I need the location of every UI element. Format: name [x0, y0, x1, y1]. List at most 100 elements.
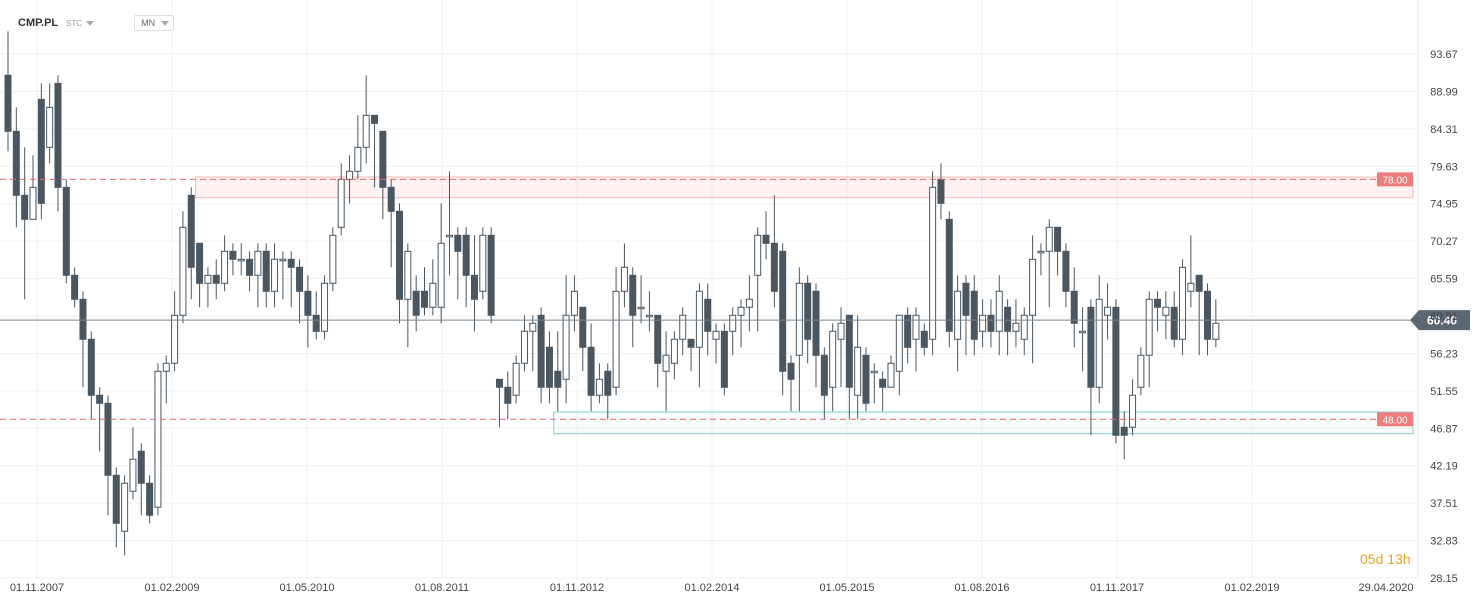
x-tick-label: 01.11.2017	[1090, 582, 1144, 594]
candle-bull	[562, 314, 570, 380]
candle-bear	[112, 474, 120, 524]
timeframe-label: MN	[141, 18, 156, 28]
candle-bull	[695, 290, 703, 348]
timeframe-selector[interactable]: MN	[134, 15, 175, 31]
y-tick-label: 70.27	[1430, 236, 1458, 248]
candle-bear	[12, 130, 20, 196]
current-price-label: 60.40	[1427, 314, 1457, 328]
y-tick-label: 93.67	[1430, 49, 1458, 61]
candle-bull	[929, 186, 937, 340]
candle-bear	[470, 274, 478, 300]
y-tick-label: 56.23	[1430, 348, 1458, 360]
candle-bear	[462, 234, 470, 276]
countdown-days: 05	[1360, 551, 1376, 567]
source-selector[interactable]: STC	[66, 19, 95, 28]
y-tick-label: 79.63	[1430, 161, 1458, 173]
level-tag	[1377, 412, 1413, 427]
candle-bear	[945, 218, 953, 332]
candle-bear	[387, 186, 395, 212]
candle-bull	[895, 314, 903, 372]
candle-bull	[1179, 266, 1187, 340]
candle-bear	[1204, 290, 1212, 340]
level-tag-label: 48.00	[1382, 415, 1407, 426]
candle-bear	[1054, 226, 1062, 252]
candle-bear	[1062, 250, 1070, 292]
level-tag-label: 78.00	[1382, 175, 1407, 186]
candle-bear	[904, 314, 912, 348]
candle-bull	[1145, 298, 1153, 356]
candle-bull	[254, 250, 262, 276]
candle-bull	[670, 338, 678, 364]
countdown-hours-unit: h	[1402, 551, 1411, 567]
candle-bear	[804, 282, 812, 340]
candle-bull	[1045, 226, 1053, 252]
candle-bear	[371, 114, 379, 124]
candle-bear	[396, 210, 404, 300]
candle-bull	[346, 170, 354, 180]
candle-bear	[246, 258, 254, 276]
candle-bear	[845, 314, 853, 388]
y-tick-label: 88.99	[1430, 86, 1458, 98]
candle-bull	[162, 362, 170, 372]
candle-bull	[404, 250, 412, 300]
candle-bull	[979, 314, 987, 332]
candle-bear	[779, 250, 787, 372]
candle-bull	[887, 362, 895, 388]
candle-bull	[29, 186, 37, 220]
y-tick-label: 28.15	[1430, 573, 1458, 585]
candle-bull	[1029, 258, 1037, 316]
candle-bull	[1079, 330, 1087, 334]
candle-bull	[321, 282, 329, 332]
candle-bear	[104, 402, 112, 476]
candle-bear	[879, 378, 887, 388]
candle-bear	[296, 266, 304, 292]
candle-bear	[654, 314, 662, 364]
x-tick-label: 01.02.2014	[684, 582, 739, 594]
candle-bull	[512, 362, 520, 396]
candle-bull	[237, 258, 245, 262]
candle-bull	[1129, 394, 1137, 428]
candle-bear	[1195, 274, 1203, 292]
candle-bull	[204, 274, 212, 284]
candle-bull	[612, 290, 620, 388]
candle-bear	[96, 394, 104, 404]
candle-bull	[171, 314, 179, 364]
candle-bear	[262, 250, 270, 292]
candle-bull	[662, 354, 670, 372]
candle-bear	[962, 282, 970, 316]
candle-bear	[629, 274, 637, 316]
candle-bull	[679, 314, 687, 340]
candle-bear	[545, 346, 553, 388]
candle-bear	[79, 298, 87, 340]
candle-bear	[421, 290, 428, 308]
x-tick-label: 01.11.2012	[550, 582, 604, 594]
y-tick-label: 51.55	[1430, 386, 1458, 398]
x-tick-label: 29.04.2020	[1358, 582, 1413, 594]
candle-bear	[187, 194, 195, 268]
candle-bull	[121, 482, 129, 532]
x-tick-label: 01.08.2011	[415, 582, 469, 594]
candle-bear	[146, 482, 154, 516]
candle-bull	[279, 258, 287, 262]
candle-bull	[337, 178, 345, 228]
candle-bull	[745, 298, 753, 308]
candle-bull	[1162, 306, 1170, 316]
candle-bear	[862, 354, 870, 404]
candle-bear	[137, 450, 145, 484]
candles	[4, 31, 1220, 556]
y-tick-label: 42.19	[1430, 461, 1458, 473]
price-axis: 93.67 88.99 84.31 79.63 74.95 70.27 65.59 60.91…	[1430, 49, 1458, 585]
candle-bear	[537, 314, 545, 388]
candle-bear	[87, 338, 95, 396]
candle-bear	[720, 330, 728, 388]
candle-bear	[37, 98, 45, 204]
candle-bear	[312, 314, 320, 332]
candle-bull	[1104, 306, 1112, 316]
candle-bull	[620, 266, 628, 292]
level-zones	[195, 176, 1414, 435]
candle-bull	[1037, 250, 1045, 254]
candle-bull	[437, 242, 445, 308]
candle-bull	[271, 258, 279, 292]
candle-bear	[212, 274, 220, 284]
